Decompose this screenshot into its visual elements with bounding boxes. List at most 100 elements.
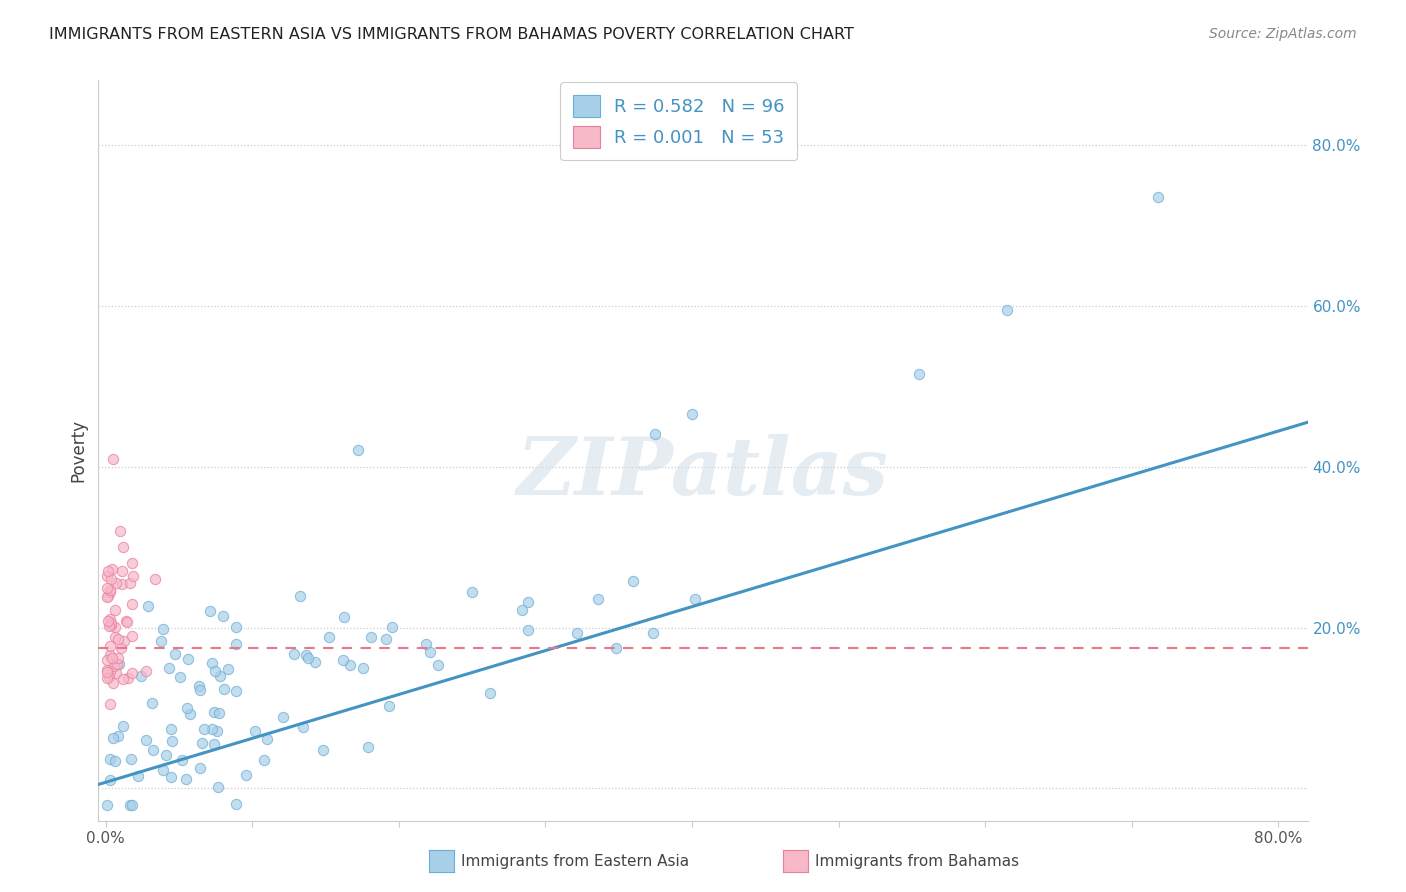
Point [188,679,211,693]
Text: ZIPatlas: ZIPatlas [517,434,889,511]
Point [419,645,441,659]
Point [121,556,143,570]
Point [292,720,315,734]
Point [121,665,143,680]
Point [112,540,135,554]
Point [110,524,132,538]
Text: Immigrants from Eastern Asia: Immigrants from Eastern Asia [461,855,689,869]
Point [143,572,166,586]
Point [517,624,540,638]
Point [100,572,122,586]
Point [121,629,143,643]
Point [98,584,121,599]
Point [136,599,159,614]
Point [96,671,118,685]
Point [478,686,501,700]
Point [621,574,644,588]
Point [176,652,198,666]
Point [207,780,229,794]
Point [271,710,294,724]
Point [101,562,124,576]
Point [172,753,194,767]
Point [107,729,129,743]
Point [97,589,120,603]
Point [225,684,247,698]
Point [98,664,121,678]
Point [117,671,139,685]
Point [159,722,181,736]
Point [101,651,124,665]
Point [304,655,326,669]
Point [96,797,118,812]
Point [101,731,124,746]
Point [193,723,215,737]
Point [100,618,122,632]
Point [586,592,609,607]
Point [98,697,121,711]
Point [104,665,127,680]
Point [108,657,131,671]
Point [381,620,404,634]
Point [115,614,138,628]
Point [188,682,211,697]
Point [111,577,134,591]
Point [96,581,118,595]
Point [96,653,118,667]
Point [104,630,127,644]
Point [174,772,197,787]
Point [179,707,201,722]
Point [135,733,157,747]
Point [217,662,239,676]
Point [995,302,1018,317]
Point [256,732,278,747]
Text: Source: ZipAtlas.com: Source: ZipAtlas.com [1209,27,1357,41]
Point [200,604,222,618]
Point [225,620,247,634]
Point [297,650,319,665]
Point [97,564,120,578]
Point [107,651,129,665]
Point [205,723,228,738]
Point [149,634,172,648]
Point [111,719,134,733]
Point [283,647,305,661]
Point [98,752,121,766]
Point [318,630,340,644]
Point [152,622,174,636]
Point [347,443,370,458]
Point [142,743,165,757]
Point [169,670,191,684]
Point [100,615,122,630]
Point [96,591,118,605]
Point [105,576,128,591]
Point [104,620,127,634]
Point [253,753,276,767]
Point [121,797,143,812]
Point [204,664,226,678]
Point [188,761,211,775]
Point [339,657,361,672]
Point [352,661,374,675]
Point [100,583,122,598]
Point [112,672,135,686]
Point [129,669,152,683]
Point [208,669,231,683]
Point [135,665,157,679]
Point [98,670,121,684]
Point [157,661,180,675]
Point [644,427,666,442]
Point [374,632,396,646]
Text: Immigrants from Bahamas: Immigrants from Bahamas [815,855,1019,869]
Point [426,658,449,673]
Point [605,640,627,655]
Point [96,569,118,583]
Point [107,632,129,646]
Point [225,637,247,651]
Point [245,724,267,739]
Point [152,763,174,777]
Point [290,589,312,603]
Point [176,700,198,714]
Legend: R = 0.582   N = 96, R = 0.001   N = 53: R = 0.582 N = 96, R = 0.001 N = 53 [560,82,797,161]
Point [191,736,214,750]
Point [211,608,233,623]
